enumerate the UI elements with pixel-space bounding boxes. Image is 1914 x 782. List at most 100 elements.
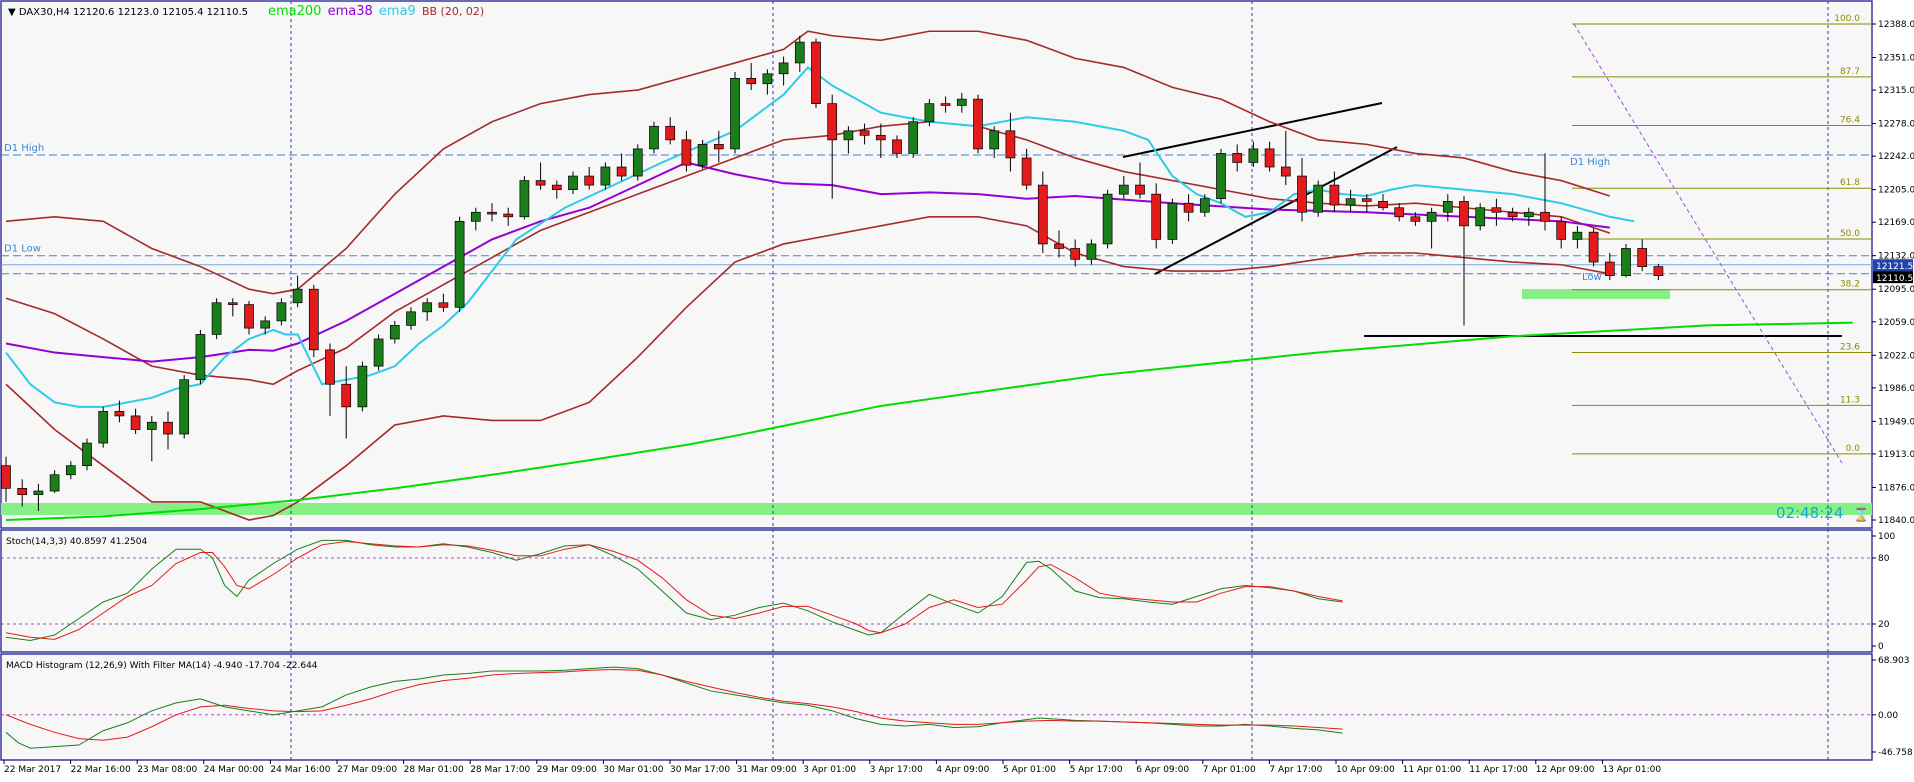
candle-92 [1491,198,1502,226]
candle-49 [794,35,805,72]
time-label-13: 3 Apr 17:00 [870,765,923,775]
candle-body-53 [859,130,870,136]
candle-body-91 [1475,207,1486,227]
candle-39 [632,144,643,181]
candle-body-13 [211,302,222,335]
time-label-22: 11 Apr 17:00 [1469,765,1528,775]
candle-47 [762,69,773,95]
hourglass-icon: ⌛ [1853,507,1869,523]
candle-body-58 [940,103,951,106]
candle-body-92 [1491,207,1502,213]
candle-65 [1054,230,1064,258]
symbol-info: DAX30,H4 12120.6 12123.0 12105.4 12110.5 [19,7,248,18]
price-tick-label-6: 12169.0 [1878,218,1914,228]
d1-high-label-left: D1 High [4,143,44,154]
candle-3 [49,470,60,493]
candle-body-2 [33,490,44,496]
price-tick-label-14: 11876.0 [1878,483,1914,493]
price-tick-label-3: 12278.0 [1878,120,1914,130]
time-label-14: 4 Apr 09:00 [936,765,989,775]
price-tag-close-bg [1873,271,1913,284]
candle-body-59 [956,98,967,106]
candle-body-14 [227,302,238,305]
time-label-18: 7 Apr 01:00 [1203,765,1256,775]
fib-label-8: 0.0 [1846,444,1861,454]
candle-78 [1264,141,1275,172]
candle-20 [325,343,335,416]
candle-0 [1,456,11,502]
candle-body-76 [1232,153,1243,163]
price-axis: 12388.0 12351.0 12315.0 12278.0 12242.0 12205… [1872,20,1914,526]
candle-75 [1216,148,1226,204]
candle-body-1 [17,487,28,496]
ema200-line [5,321,1853,521]
candle-body-71 [1151,193,1162,240]
fib-label-3: 61.8 [1840,178,1860,188]
candle-83 [1345,189,1356,213]
macd-tick-label-1: 0.00 [1878,711,1898,721]
price-tick-label-15: 11840.0 [1878,516,1914,526]
candle-body-46 [746,77,757,85]
price-tag-high: 12121.5 [1876,262,1913,272]
d1-high-label-right: D1 High [1570,157,1610,168]
candle-72 [1167,198,1178,244]
time-label-23: 12 Apr 09:00 [1536,765,1595,775]
time-label-16: 5 Apr 17:00 [1070,765,1123,775]
candle-53 [859,123,870,145]
time-label-4: 24 Mar 16:00 [270,765,330,775]
candle-body-33 [535,180,546,186]
candle-42 [681,130,692,172]
candle-body-81 [1313,184,1324,213]
candle-99 [1604,252,1615,281]
time-label-24: 13 Apr 01:00 [1602,765,1661,775]
candle-69 [1118,176,1129,199]
candle-body-25 [406,311,416,326]
candle-body-29 [470,211,481,222]
candle-22 [357,361,368,412]
candle-body-8 [130,415,141,430]
candle-body-47 [762,73,773,85]
fib-label-1: 87.7 [1840,67,1860,77]
candle-body-27 [438,302,449,308]
candle-body-67 [1086,243,1097,260]
candle-body-43 [697,144,708,166]
time-label-19: 7 Apr 17:00 [1269,765,1322,775]
candle-body-64 [1037,184,1048,245]
d1-low-label-left: D1 Low [4,244,41,255]
candle-body-85 [1378,201,1388,209]
candle-body-9 [146,421,157,430]
candle-body-93 [1507,211,1518,218]
candle-59 [956,92,967,113]
candle-29 [470,207,481,231]
stoch-label: Stoch(14,3,3) 40.8597 41.2504 [6,537,147,547]
candle-40 [649,121,659,154]
candle-45 [730,71,740,154]
candlesticks [1,35,1664,511]
stochastic-oscillator [1,539,1872,642]
candle-body-60 [973,98,983,150]
legend-ema38: ema38 [328,4,373,19]
candle-body-86 [1394,207,1405,218]
bb-lower-line [5,215,1610,521]
candle-body-11 [179,379,190,435]
candle-57 [924,99,935,127]
candle-body-101 [1637,248,1648,267]
candle-16 [260,316,271,335]
candle-28 [454,216,465,312]
time-axis: 22 Mar 2017 22 Mar 16:00 23 Mar 08:00 24 Ma… [3,760,1661,775]
time-label-11: 31 Mar 09:00 [737,765,797,775]
time-label-2: 23 Mar 08:00 [137,765,197,775]
stoch-tick-label-3: 0 [1878,642,1884,652]
candle-2 [33,483,44,511]
stoch-panel[interactable] [0,529,1873,653]
bb-upper-line [5,30,1611,295]
candle-7 [114,400,125,423]
candle-body-63 [1021,157,1032,186]
candle-body-57 [924,103,935,123]
candle-body-7 [114,411,125,417]
time-label-1: 22 Mar 16:00 [71,765,131,775]
candle-body-34 [551,184,562,190]
candle-1 [17,479,28,507]
macd-panel[interactable] [0,653,1873,761]
